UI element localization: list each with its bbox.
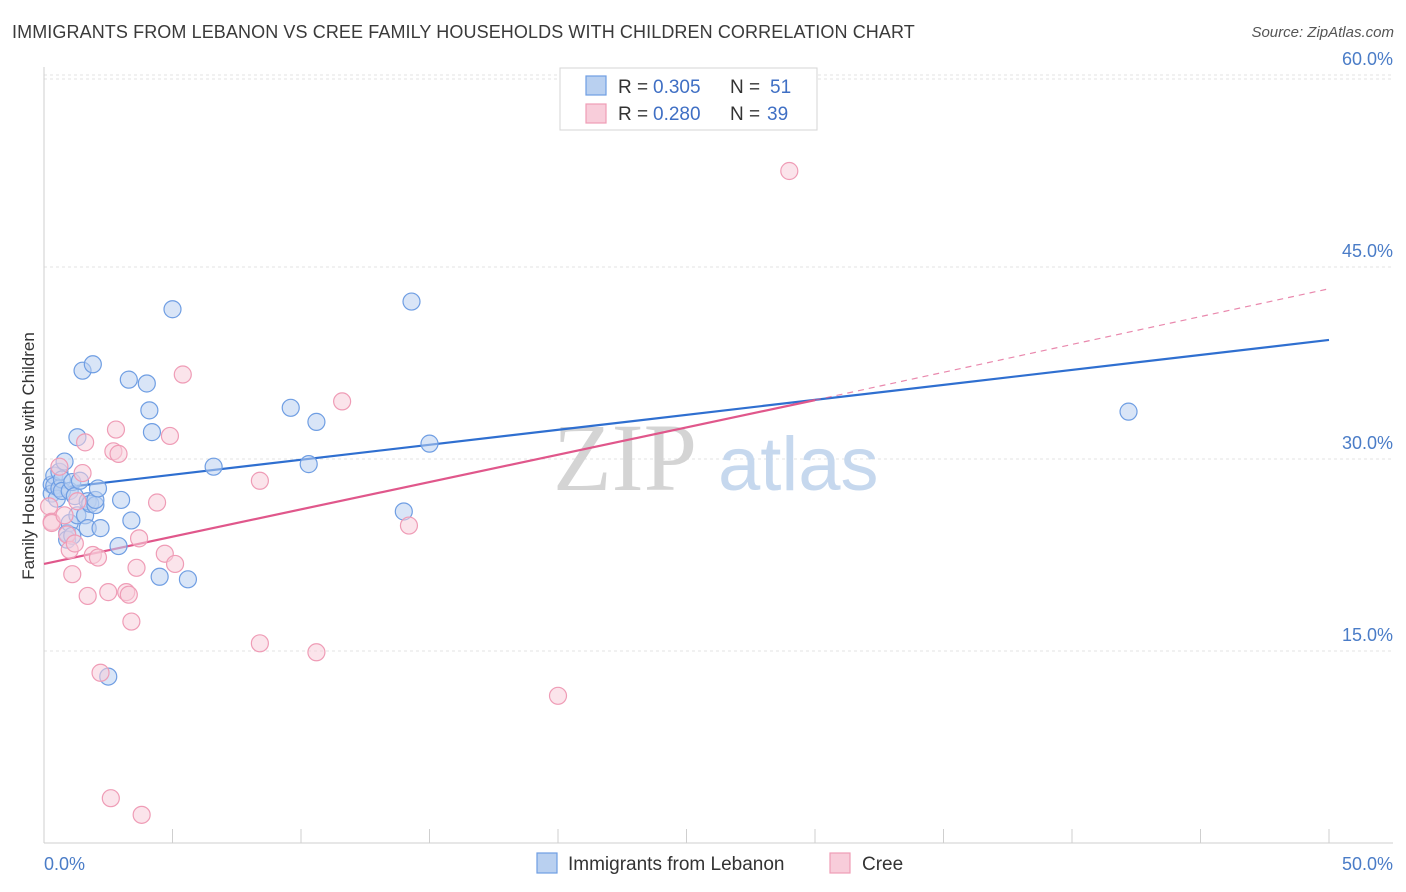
- point-cree-15: [91, 663, 110, 682]
- point-lebanon-40: [178, 570, 198, 589]
- point-cree-11: [76, 433, 95, 452]
- legend-r-value-lebanon: 0.305: [653, 77, 701, 98]
- point-lebanon-25: [83, 355, 102, 374]
- point-lebanon-36: [140, 401, 159, 420]
- y-tick-label-2: 45.0%: [1342, 241, 1393, 261]
- point-cree-9: [68, 492, 87, 511]
- axes: [43, 67, 1393, 844]
- x-tick-min: 0.0%: [44, 854, 85, 874]
- point-cree-25: [129, 529, 149, 548]
- grid-lines: [44, 74, 1393, 652]
- point-lebanon-31: [109, 536, 128, 556]
- y-axis-label: Family Households with Children: [19, 332, 38, 580]
- point-cree-16: [99, 583, 118, 602]
- point-cree-24: [127, 558, 146, 577]
- point-lebanon-47: [420, 434, 439, 453]
- point-cree-27: [147, 493, 167, 512]
- point-cree-30: [165, 554, 185, 574]
- point-lebanon-29: [91, 519, 110, 538]
- point-lebanon-37: [142, 423, 162, 442]
- trend-lines: [43, 288, 1330, 566]
- point-cree-31: [173, 365, 192, 384]
- point-lebanon-32: [111, 490, 131, 510]
- point-cree-36: [399, 516, 419, 535]
- point-cree-26: [132, 805, 151, 824]
- point-lebanon-28: [88, 479, 108, 498]
- legend-r-label-lebanon: R =: [618, 77, 648, 98]
- legend-r-value-cree: 0.280: [653, 104, 701, 125]
- trend-line-0: [43, 338, 1330, 491]
- point-cree-4: [55, 506, 74, 525]
- point-cree-38: [780, 161, 799, 181]
- point-lebanon-33: [119, 370, 138, 389]
- point-cree-3: [50, 457, 69, 476]
- legend-n-label-cree: N =: [730, 104, 760, 125]
- chart-title: IMMIGRANTS FROM LEBANON VS CREE FAMILY H…: [12, 22, 915, 42]
- source-label: Source: ZipAtlas.com: [1251, 24, 1394, 41]
- point-lebanon-48: [1119, 402, 1138, 421]
- legend-swatch-cree: [585, 103, 607, 124]
- point-lebanon-35: [137, 374, 156, 393]
- point-cree-12: [78, 586, 97, 606]
- point-cree-29: [160, 426, 180, 446]
- point-lebanon-38: [150, 567, 169, 586]
- trend-line-dashed-1: [814, 288, 1330, 401]
- bottom-legend-swatch-lebanon: [536, 852, 558, 874]
- point-cree-33: [250, 634, 269, 653]
- legend-swatch-lebanon: [585, 75, 607, 96]
- point-cree-19: [106, 420, 126, 439]
- point-lebanon-44: [307, 412, 326, 431]
- point-cree-8: [65, 534, 84, 553]
- point-cree-23: [122, 612, 141, 631]
- point-cree-17: [101, 789, 120, 808]
- series-legend: Immigrants from Lebanon Cree: [536, 852, 903, 875]
- point-cree-10: [73, 463, 92, 483]
- trend-line-1: [43, 399, 816, 566]
- stats-legend: R = 0.305 N = 51 R = 0.280 N = 39: [559, 67, 818, 131]
- point-cree-0: [40, 497, 59, 516]
- x-tick-labels: 0.0% 50.0%: [44, 854, 1393, 874]
- point-lebanon-43: [299, 455, 318, 474]
- x-tick-max: 50.0%: [1342, 854, 1393, 874]
- point-cree-37: [548, 686, 568, 705]
- point-cree-22: [119, 585, 138, 604]
- legend-n-value-lebanon: 51: [770, 77, 791, 98]
- point-cree-14: [88, 548, 108, 567]
- legend-n-value-cree: 39: [767, 104, 788, 125]
- watermark-atlas: atlas: [718, 422, 879, 507]
- point-lebanon-42: [281, 398, 300, 417]
- point-cree-35: [333, 392, 352, 411]
- point-lebanon-39: [163, 300, 182, 319]
- point-cree-34: [307, 643, 326, 662]
- point-lebanon-41: [204, 457, 223, 476]
- legend-r-label-cree: R =: [618, 104, 648, 125]
- point-cree-20: [109, 444, 128, 463]
- bottom-legend-label-cree: Cree: [862, 854, 903, 875]
- y-tick-label-3: 60.0%: [1342, 49, 1393, 69]
- bottom-legend-swatch-cree: [829, 852, 851, 874]
- point-cree-7: [63, 565, 82, 584]
- data-points: [40, 161, 1138, 824]
- y-tick-label-0: 15.0%: [1342, 625, 1393, 645]
- point-lebanon-46: [402, 292, 421, 311]
- y-tick-label-1: 30.0%: [1342, 433, 1393, 453]
- bottom-legend-label-lebanon: Immigrants from Lebanon: [568, 854, 785, 875]
- point-cree-32: [250, 471, 269, 490]
- watermark-zip: ZIP: [553, 404, 697, 511]
- y-tick-labels: 15.0% 30.0% 45.0% 60.0%: [1342, 49, 1393, 645]
- point-lebanon-34: [122, 511, 141, 530]
- legend-n-label-lebanon: N =: [730, 77, 760, 98]
- watermark: ZIP atlas: [553, 404, 879, 511]
